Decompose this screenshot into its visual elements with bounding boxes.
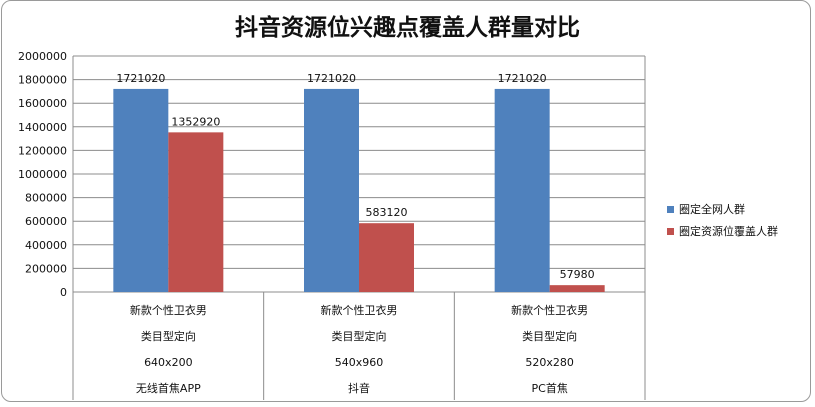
y-tick-label: 1000000 bbox=[18, 168, 67, 181]
y-tick-label: 1800000 bbox=[18, 74, 67, 87]
y-tick-label: 2000000 bbox=[18, 50, 67, 63]
y-tick-label: 1400000 bbox=[18, 121, 67, 134]
legend-label: 圈定资源位覆盖人群 bbox=[679, 224, 778, 238]
data-label: 1721020 bbox=[307, 72, 356, 85]
category-label: 新款个性卫衣男 bbox=[511, 303, 588, 317]
legend-swatch bbox=[667, 206, 674, 213]
category-label: 抖音 bbox=[348, 381, 370, 395]
category-label: 无线首焦APP bbox=[136, 381, 201, 395]
bar bbox=[494, 88, 550, 292]
bar bbox=[168, 132, 224, 292]
y-tick-label: 400000 bbox=[25, 239, 67, 252]
category-label: 540x960 bbox=[335, 356, 384, 369]
data-label: 1721020 bbox=[116, 72, 165, 85]
legend-swatch bbox=[667, 228, 674, 235]
category-label: 520x280 bbox=[525, 356, 574, 369]
y-tick-label: 1600000 bbox=[18, 97, 67, 110]
data-label: 1352920 bbox=[171, 115, 220, 128]
y-tick-label: 600000 bbox=[25, 215, 67, 228]
data-label: 583120 bbox=[366, 206, 408, 219]
bar bbox=[359, 223, 414, 292]
category-label: 类目型定向 bbox=[522, 329, 577, 343]
y-tick-label: 200000 bbox=[25, 262, 67, 275]
bar bbox=[304, 88, 359, 292]
chart-title: 抖音资源位兴趣点覆盖人群量对比 bbox=[235, 14, 580, 41]
y-tick-label: 0 bbox=[60, 286, 67, 299]
y-tick-label: 800000 bbox=[25, 192, 67, 205]
category-label: 类目型定向 bbox=[141, 329, 196, 343]
category-label: PC首焦 bbox=[532, 381, 568, 395]
category-label: 640x200 bbox=[144, 356, 193, 369]
bar bbox=[549, 285, 605, 292]
data-label: 1721020 bbox=[498, 72, 547, 85]
bar bbox=[113, 88, 169, 292]
legend-label: 圈定全网人群 bbox=[679, 202, 745, 216]
category-label: 类目型定向 bbox=[332, 329, 387, 343]
y-tick-label: 1200000 bbox=[18, 144, 67, 157]
category-label: 新款个性卫衣男 bbox=[130, 303, 207, 317]
data-label: 57980 bbox=[560, 268, 595, 281]
category-label: 新款个性卫衣男 bbox=[321, 303, 398, 317]
